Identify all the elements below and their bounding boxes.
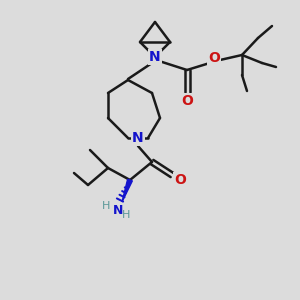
Text: O: O (181, 94, 193, 108)
Text: N: N (132, 131, 144, 145)
Polygon shape (122, 179, 132, 202)
Text: O: O (174, 173, 186, 187)
Text: N: N (149, 50, 161, 64)
Text: O: O (208, 51, 220, 65)
Text: N: N (113, 203, 123, 217)
Text: H: H (122, 210, 130, 220)
Text: H: H (102, 201, 110, 211)
